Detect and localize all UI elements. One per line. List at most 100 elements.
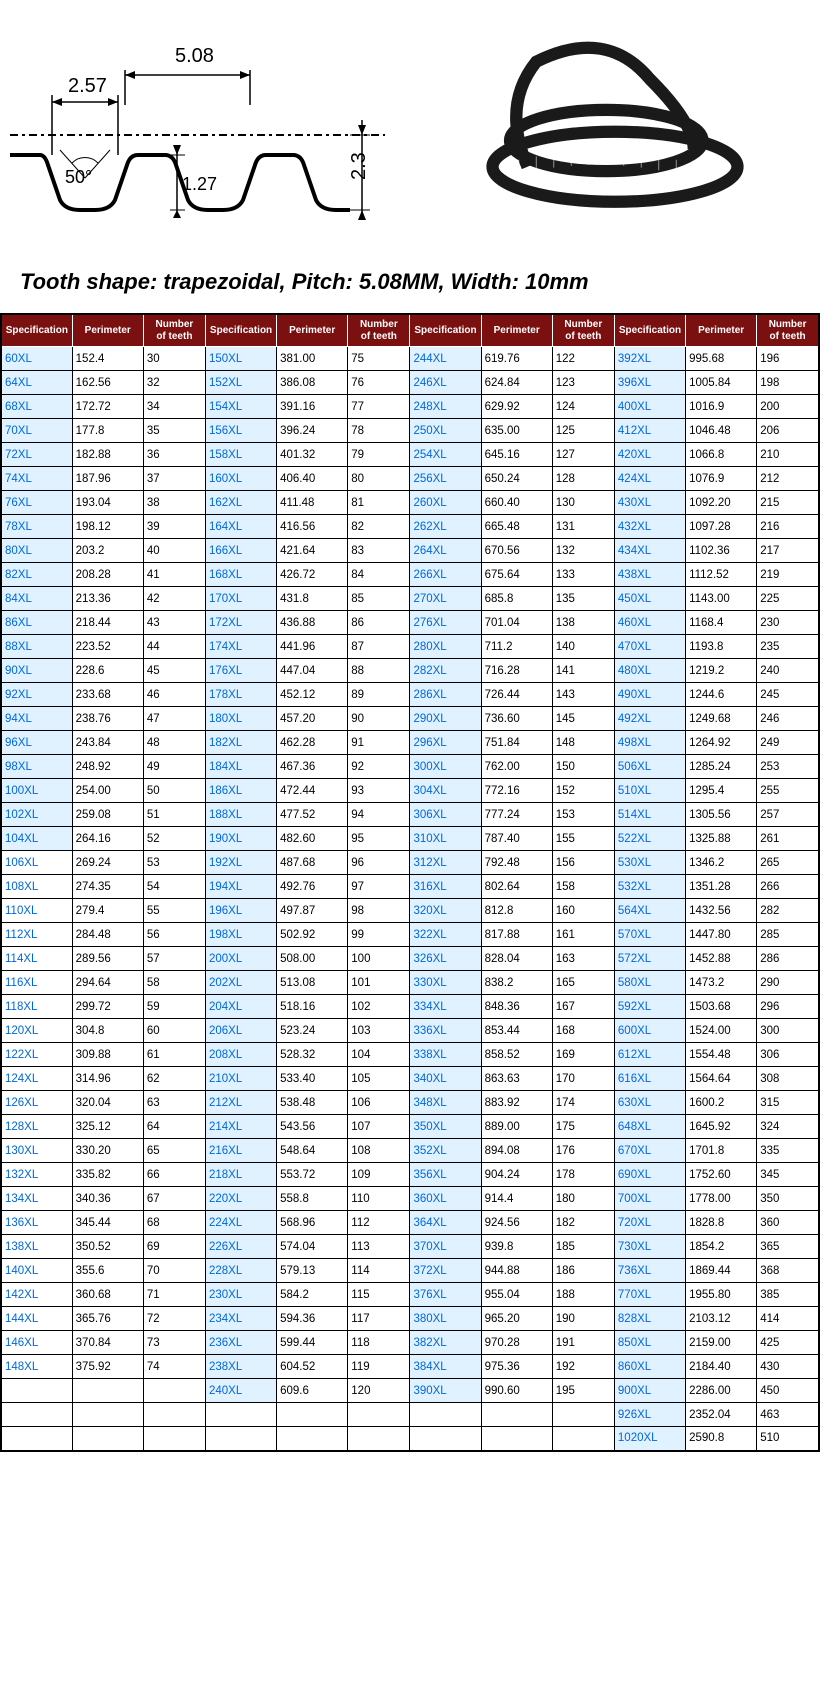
spec-cell: 104XL (1, 827, 72, 851)
teeth-cell: 161 (552, 923, 614, 947)
teeth-cell: 43 (143, 611, 205, 635)
perimeter-cell: 386.08 (277, 371, 348, 395)
teeth-cell: 44 (143, 635, 205, 659)
teeth-cell: 230 (757, 611, 819, 635)
teeth-cell: 195 (552, 1379, 614, 1403)
perimeter-cell: 848.36 (481, 995, 552, 1019)
perimeter-cell: 751.84 (481, 731, 552, 755)
table-row: 90XL228.645176XL447.0488282XL716.2814148… (1, 659, 819, 683)
teeth-cell: 200 (757, 395, 819, 419)
spec-cell: 234XL (205, 1307, 276, 1331)
spec-cell: 564XL (614, 899, 685, 923)
spec-cell: 224XL (205, 1211, 276, 1235)
spec-cell: 244XL (410, 347, 481, 371)
table-row: 144XL365.7672234XL594.36117380XL965.2019… (1, 1307, 819, 1331)
spec-cell: 158XL (205, 443, 276, 467)
spec-cell: 370XL (410, 1235, 481, 1259)
perimeter-cell: 853.44 (481, 1019, 552, 1043)
spec-cell: 112XL (1, 923, 72, 947)
spec-cell: 262XL (410, 515, 481, 539)
perimeter-cell: 716.28 (481, 659, 552, 683)
perimeter-cell: 1346.2 (686, 851, 757, 875)
teeth-cell: 34 (143, 395, 205, 419)
perimeter-cell: 416.56 (277, 515, 348, 539)
perimeter-cell: 619.76 (481, 347, 552, 371)
teeth-cell: 54 (143, 875, 205, 899)
spec-cell: 612XL (614, 1043, 685, 1067)
teeth-cell: 115 (348, 1283, 410, 1307)
spec-cell: 322XL (410, 923, 481, 947)
spec-cell: 216XL (205, 1139, 276, 1163)
teeth-cell: 190 (552, 1307, 614, 1331)
teeth-cell: 71 (143, 1283, 205, 1307)
teeth-cell: 84 (348, 563, 410, 587)
spec-cell: 236XL (205, 1331, 276, 1355)
perimeter-cell: 1076.9 (686, 467, 757, 491)
spec-cell: 356XL (410, 1163, 481, 1187)
teeth-cell: 145 (552, 707, 614, 731)
teeth-cell: 112 (348, 1211, 410, 1235)
perimeter-cell: 1452.88 (686, 947, 757, 971)
perimeter-cell: 208.28 (72, 563, 143, 587)
teeth-cell (143, 1427, 205, 1451)
teeth-cell: 85 (348, 587, 410, 611)
teeth-cell: 95 (348, 827, 410, 851)
spec-cell: 424XL (614, 467, 685, 491)
spec-cell: 64XL (1, 371, 72, 395)
perimeter-cell: 299.72 (72, 995, 143, 1019)
perimeter-cell: 254.00 (72, 779, 143, 803)
teeth-cell: 385 (757, 1283, 819, 1307)
table-row: 138XL350.5269226XL574.04113370XL939.8185… (1, 1235, 819, 1259)
perimeter-cell: 894.08 (481, 1139, 552, 1163)
perimeter-cell: 736.60 (481, 707, 552, 731)
spec-cell: 192XL (205, 851, 276, 875)
spec-cell: 438XL (614, 563, 685, 587)
perimeter-cell: 1778.00 (686, 1187, 757, 1211)
perimeter-cell: 391.16 (277, 395, 348, 419)
table-row: 1020XL2590.8510 (1, 1427, 819, 1451)
table-row: 74XL187.9637160XL406.4080256XL650.241284… (1, 467, 819, 491)
perimeter-cell: 462.28 (277, 731, 348, 755)
teeth-cell: 120 (348, 1379, 410, 1403)
perimeter-cell: 990.60 (481, 1379, 552, 1403)
teeth-cell: 122 (552, 347, 614, 371)
spec-cell: 254XL (410, 443, 481, 467)
spec-cell: 310XL (410, 827, 481, 851)
teeth-cell: 32 (143, 371, 205, 395)
teeth-cell: 135 (552, 587, 614, 611)
teeth-cell: 257 (757, 803, 819, 827)
teeth-cell: 368 (757, 1259, 819, 1283)
perimeter-cell: 1249.68 (686, 707, 757, 731)
perimeter-cell: 2184.40 (686, 1355, 757, 1379)
perimeter-cell: 467.36 (277, 755, 348, 779)
spec-cell: 196XL (205, 899, 276, 923)
teeth-cell: 198 (757, 371, 819, 395)
teeth-cell: 117 (348, 1307, 410, 1331)
teeth-cell: 152 (552, 779, 614, 803)
spec-cell: 84XL (1, 587, 72, 611)
perimeter-cell: 172.72 (72, 395, 143, 419)
teeth-cell: 345 (757, 1163, 819, 1187)
teeth-cell: 73 (143, 1331, 205, 1355)
title: Tooth shape: trapezoidal, Pitch: 5.08MM,… (0, 245, 820, 313)
perimeter-cell: 538.48 (277, 1091, 348, 1115)
table-row: 124XL314.9662210XL533.40105340XL863.6317… (1, 1067, 819, 1091)
spec-cell: 168XL (205, 563, 276, 587)
teeth-cell: 308 (757, 1067, 819, 1091)
top-section: 5.08 2.57 50° 1.27 (0, 0, 820, 245)
teeth-cell: 167 (552, 995, 614, 1019)
spec-cell: 226XL (205, 1235, 276, 1259)
spec-table: SpecificationPerimeterNumberof teethSpec… (0, 313, 820, 1452)
perimeter-cell: 2103.12 (686, 1307, 757, 1331)
perimeter-cell: 452.12 (277, 683, 348, 707)
perimeter-cell: 264.16 (72, 827, 143, 851)
perimeter-cell: 406.40 (277, 467, 348, 491)
perimeter-cell: 426.72 (277, 563, 348, 587)
spec-cell: 420XL (614, 443, 685, 467)
spec-cell: 74XL (1, 467, 72, 491)
spec-cell: 190XL (205, 827, 276, 851)
teeth-cell (143, 1403, 205, 1427)
perimeter-cell: 838.2 (481, 971, 552, 995)
perimeter-cell: 726.44 (481, 683, 552, 707)
teeth-cell: 324 (757, 1115, 819, 1139)
